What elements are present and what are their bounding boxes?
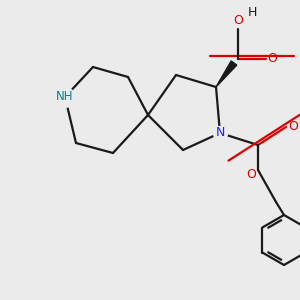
Text: O: O bbox=[233, 14, 243, 28]
Text: NH: NH bbox=[56, 91, 74, 103]
Text: O: O bbox=[288, 121, 298, 134]
Text: H: H bbox=[247, 7, 257, 20]
Text: N: N bbox=[215, 127, 225, 140]
Text: O: O bbox=[267, 52, 277, 65]
Polygon shape bbox=[216, 61, 237, 87]
Text: O: O bbox=[246, 167, 256, 181]
